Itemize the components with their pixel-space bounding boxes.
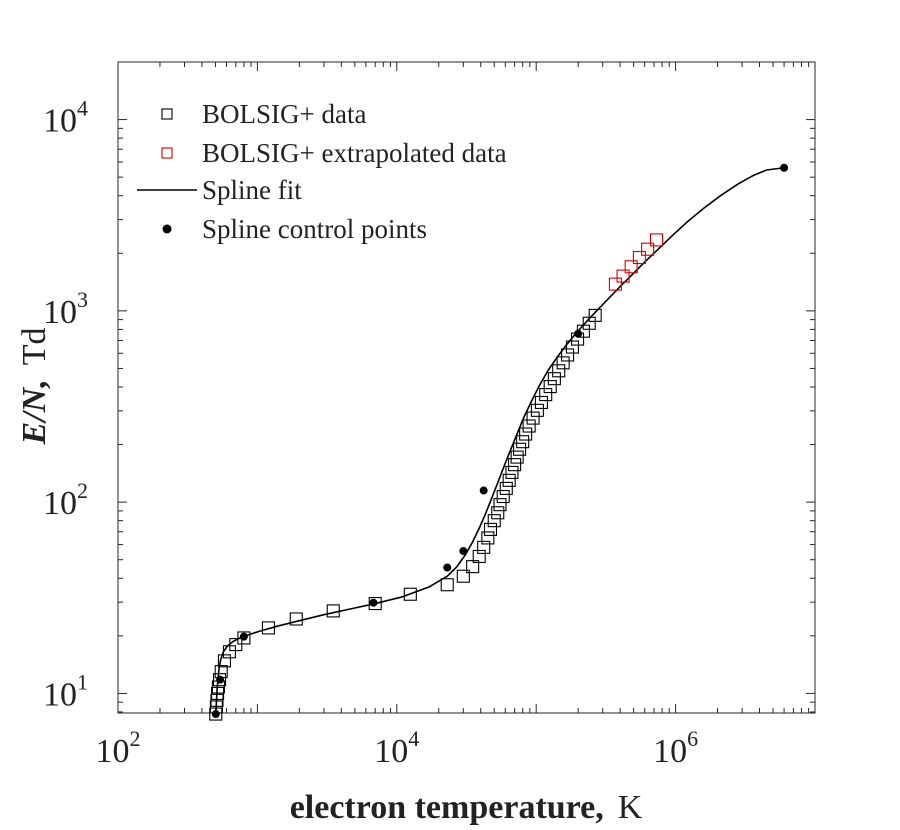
bolsig-data-point: [440, 578, 454, 592]
y-axis-title: E/N,Td: [16, 328, 53, 446]
bolsig-data-point: [499, 481, 513, 495]
bolsig-data-point: [543, 380, 557, 394]
plot-area-frame: [117, 61, 816, 714]
bolsig-extrapolated-point: [616, 269, 630, 283]
x-tick-label: 102: [96, 726, 141, 770]
bolsig-data-point: [508, 458, 522, 472]
bolsig-data-point: [472, 549, 486, 564]
bolsig-data-point: [483, 522, 498, 536]
legend-label: Spline control points: [202, 214, 427, 244]
spline-control-point: [211, 710, 220, 719]
bolsig-data-point: [477, 540, 491, 554]
legend: BOLSIG+ data BOLSIG+ extrapolated data Spl…: [137, 99, 507, 244]
bolsig-data-point: [565, 340, 580, 354]
bolsig-data-point: [552, 364, 566, 378]
bolsig-data-point: [556, 356, 570, 370]
spline-control-point: [479, 486, 488, 495]
legend-dot-marker: [162, 224, 172, 234]
bolsig-data-point: [496, 489, 510, 504]
bolsig-data-point: [487, 514, 501, 528]
spline-control-point: [780, 163, 789, 172]
bolsig-data-point: [289, 612, 303, 626]
bolsig-data-point: [368, 597, 382, 611]
spline-control-point: [216, 675, 225, 684]
y-tick-label: 101: [43, 669, 88, 713]
spline-control-point: [239, 632, 248, 641]
bolsig-data-point: [530, 403, 544, 417]
bolsig-data-point: [212, 673, 227, 687]
spline-control-point: [369, 598, 378, 607]
bolsig-data-point: [534, 395, 548, 410]
spline-control-point: [459, 547, 468, 556]
spline-fit-line: [215, 166, 785, 715]
bolsig-data-point: [217, 654, 231, 668]
y-tick-label: 102: [43, 478, 88, 522]
bolsig-data-point: [261, 621, 275, 635]
bolsig-data-point: [456, 569, 470, 583]
bolsig-extrapolated-point: [608, 277, 622, 291]
bolsig-data-point: [588, 308, 602, 322]
bolsig-data-point: [516, 435, 530, 449]
legend-label: BOLSIG+ extrapolated data: [202, 138, 507, 168]
x-tick-label: 106: [653, 726, 698, 770]
bolsig-data-point: [326, 604, 340, 618]
data-layer: [209, 163, 789, 721]
y-tick-label: 103: [43, 287, 88, 331]
bolsig-data-point: [481, 531, 495, 545]
bolsig-extrapolated-point: [641, 242, 655, 256]
bolsig-data-point: [505, 465, 519, 479]
bolsig-data-point: [513, 442, 527, 456]
x-tick-label: 104: [374, 726, 419, 770]
bolsig-data-point: [491, 506, 505, 520]
legend-square-marker: [161, 108, 173, 120]
bolsig-data-point: [561, 348, 575, 362]
bolsig-data-point: [502, 473, 516, 487]
bolsig-extrapolated-point: [649, 233, 664, 247]
spline-control-point: [443, 563, 452, 572]
bolsig-data-point: [466, 560, 480, 574]
bolsig-data-point: [237, 631, 251, 645]
bolsig-data-point: [522, 419, 536, 433]
spline-control-point: [574, 329, 583, 338]
bolsig-data-point: [209, 707, 223, 721]
bolsig-data-point: [519, 427, 533, 441]
bolsig-data-point: [229, 638, 243, 652]
bolsig-data-point: [493, 498, 507, 512]
bolsig-data-point: [403, 587, 417, 601]
x-axis-title: electron temperature, K: [290, 789, 643, 825]
bolsig-extrapolated-point: [624, 260, 638, 274]
legend-label: BOLSIG+ data: [202, 99, 366, 129]
bolsig-data-point: [547, 372, 561, 386]
bolsig-data-point: [210, 693, 224, 707]
legend-label: Spline fit: [202, 175, 302, 205]
legend-square-marker: [161, 147, 173, 159]
bolsig-extrapolated-point: [632, 250, 646, 265]
bolsig-data-point: [526, 411, 540, 425]
bolsig-data-point: [510, 450, 524, 464]
y-tick-label: 104: [43, 96, 88, 140]
bolsig-data-point: [539, 388, 553, 402]
